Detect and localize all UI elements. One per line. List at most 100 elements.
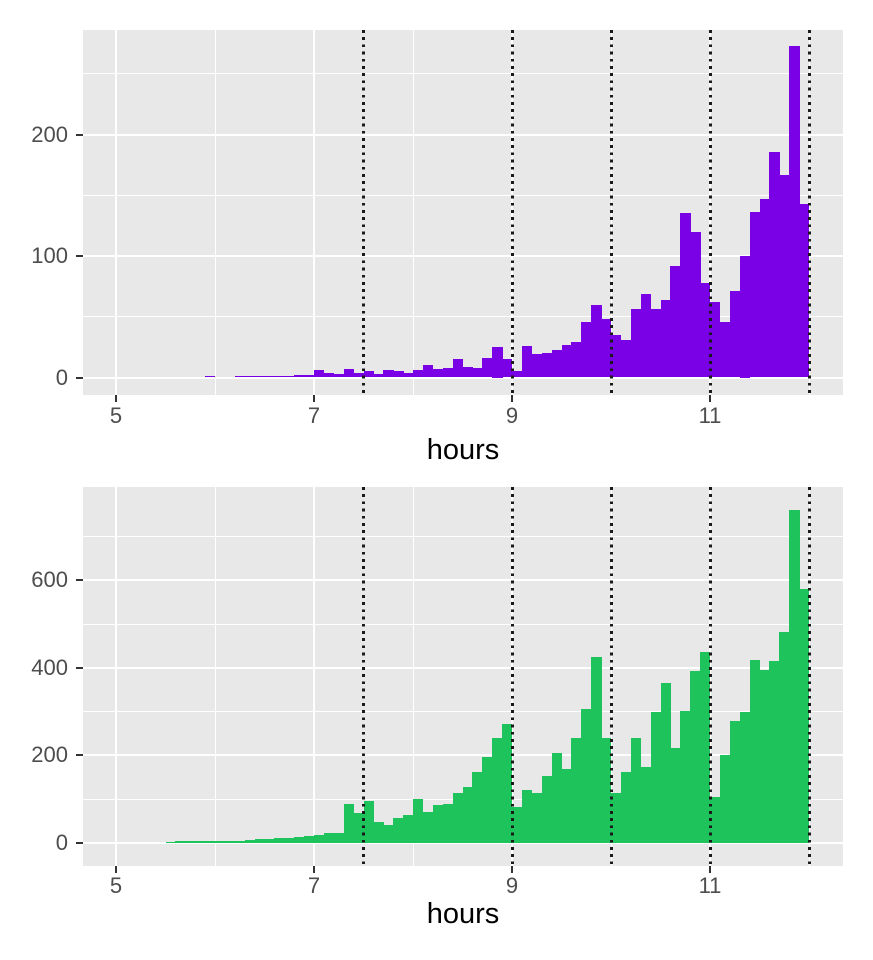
y-tick-mark bbox=[76, 255, 83, 257]
histogram-bar bbox=[700, 282, 711, 378]
histogram-bar bbox=[244, 839, 256, 843]
histogram-bar bbox=[640, 767, 652, 843]
histogram-bar bbox=[323, 372, 335, 378]
histogram-bar bbox=[512, 371, 523, 378]
y-tick-label: 0 bbox=[55, 830, 68, 855]
histogram-bar bbox=[383, 825, 394, 843]
histogram-bar bbox=[729, 720, 741, 843]
x-tick-label: 5 bbox=[109, 873, 123, 898]
minor-gridline-h bbox=[83, 194, 843, 196]
histogram-bar bbox=[739, 712, 751, 843]
histogram-bar bbox=[333, 373, 345, 378]
histogram-bar bbox=[215, 841, 226, 843]
minor-gridline-v bbox=[214, 30, 216, 395]
y-tick-label: 200 bbox=[31, 742, 68, 768]
histogram-bar bbox=[254, 839, 265, 843]
y-tick-label: 100 bbox=[31, 243, 68, 268]
histogram-bar bbox=[234, 376, 246, 378]
histogram-bar bbox=[462, 787, 473, 843]
histogram-bar bbox=[502, 359, 513, 378]
y-tick-label: 400 bbox=[31, 654, 68, 680]
histogram-bar bbox=[314, 370, 325, 378]
histogram-bar bbox=[502, 723, 513, 843]
histogram-bar bbox=[442, 803, 454, 843]
histogram-bar bbox=[442, 367, 454, 378]
histogram-bar bbox=[719, 755, 731, 843]
histogram-bar bbox=[254, 376, 265, 378]
histogram-bar bbox=[492, 347, 503, 378]
histogram-bar bbox=[284, 376, 295, 378]
dotted-vline bbox=[362, 487, 365, 866]
histogram-bar bbox=[739, 256, 751, 378]
histogram-bar bbox=[205, 376, 216, 378]
histogram-bar bbox=[729, 291, 741, 378]
histogram-bar bbox=[541, 775, 553, 843]
histogram-bar bbox=[294, 375, 305, 378]
x-tick-label: 7 bbox=[307, 403, 321, 428]
histogram-bar bbox=[660, 299, 671, 378]
histogram-bar bbox=[393, 817, 404, 843]
histogram-bar bbox=[462, 366, 473, 378]
histogram-bar bbox=[591, 304, 602, 378]
histogram-bar bbox=[373, 821, 384, 843]
histogram-bar bbox=[432, 368, 444, 378]
x-tick-mark bbox=[313, 866, 315, 873]
minor-gridline-v bbox=[214, 487, 216, 866]
histogram-bar bbox=[749, 212, 760, 378]
histogram-bar bbox=[789, 510, 800, 843]
dotted-vline bbox=[807, 30, 811, 395]
histogram-bar bbox=[492, 738, 503, 843]
histogram-bar bbox=[274, 838, 285, 843]
minor-gridline-v bbox=[412, 30, 414, 395]
histogram-bar bbox=[482, 358, 493, 378]
y-tick-mark bbox=[76, 376, 83, 379]
histogram-bar bbox=[353, 813, 364, 843]
histogram-bar bbox=[620, 339, 632, 378]
histogram-bar bbox=[432, 805, 444, 843]
dotted-vline bbox=[510, 30, 514, 395]
histogram-bar bbox=[353, 372, 364, 378]
histogram-bar bbox=[323, 833, 335, 843]
histogram-bar bbox=[422, 365, 434, 378]
histogram-bar bbox=[264, 376, 275, 378]
histogram-bar bbox=[690, 231, 701, 378]
histogram-bar bbox=[799, 588, 810, 843]
x-tick-mark bbox=[511, 866, 513, 873]
histogram-bar bbox=[343, 368, 355, 378]
histogram-bar bbox=[512, 807, 523, 843]
histogram-bar bbox=[779, 631, 790, 843]
minor-gridline-h bbox=[83, 711, 843, 713]
major-gridline-v bbox=[313, 487, 315, 866]
histogram-bar bbox=[571, 342, 582, 378]
minor-gridline-h bbox=[83, 623, 843, 625]
minor-gridline-h bbox=[83, 316, 843, 318]
histogram-bar bbox=[185, 841, 196, 843]
y-tick-label: 0 bbox=[55, 364, 68, 390]
x-tick-label: 5 bbox=[109, 403, 123, 428]
histogram-bar bbox=[393, 371, 404, 378]
histogram-bar bbox=[531, 354, 543, 378]
x-tick-label: 11 bbox=[698, 403, 722, 428]
x-tick-mark bbox=[115, 395, 117, 402]
dotted-vline bbox=[807, 487, 811, 866]
histogram-bar bbox=[630, 309, 642, 378]
y-tick-label: 600 bbox=[31, 567, 68, 593]
histogram-bar bbox=[264, 838, 275, 843]
x-tick-mark bbox=[511, 395, 513, 402]
histogram-bar bbox=[620, 772, 632, 843]
major-gridline-v bbox=[115, 487, 117, 866]
y-tick-mark bbox=[76, 133, 83, 136]
histogram-bar bbox=[710, 302, 721, 378]
y-tick-mark bbox=[76, 579, 83, 582]
histogram-bar bbox=[759, 198, 770, 378]
major-gridline-v bbox=[115, 30, 117, 395]
histogram-bar bbox=[680, 213, 691, 378]
histogram-bar bbox=[640, 293, 652, 378]
histogram-bar bbox=[452, 359, 463, 378]
histogram-bar bbox=[422, 811, 434, 843]
histogram-bar bbox=[274, 376, 285, 378]
x-axis-title: hours bbox=[426, 898, 500, 930]
minor-gridline-h bbox=[83, 535, 843, 537]
histogram-bar bbox=[759, 670, 770, 843]
histogram-bar bbox=[561, 768, 572, 843]
